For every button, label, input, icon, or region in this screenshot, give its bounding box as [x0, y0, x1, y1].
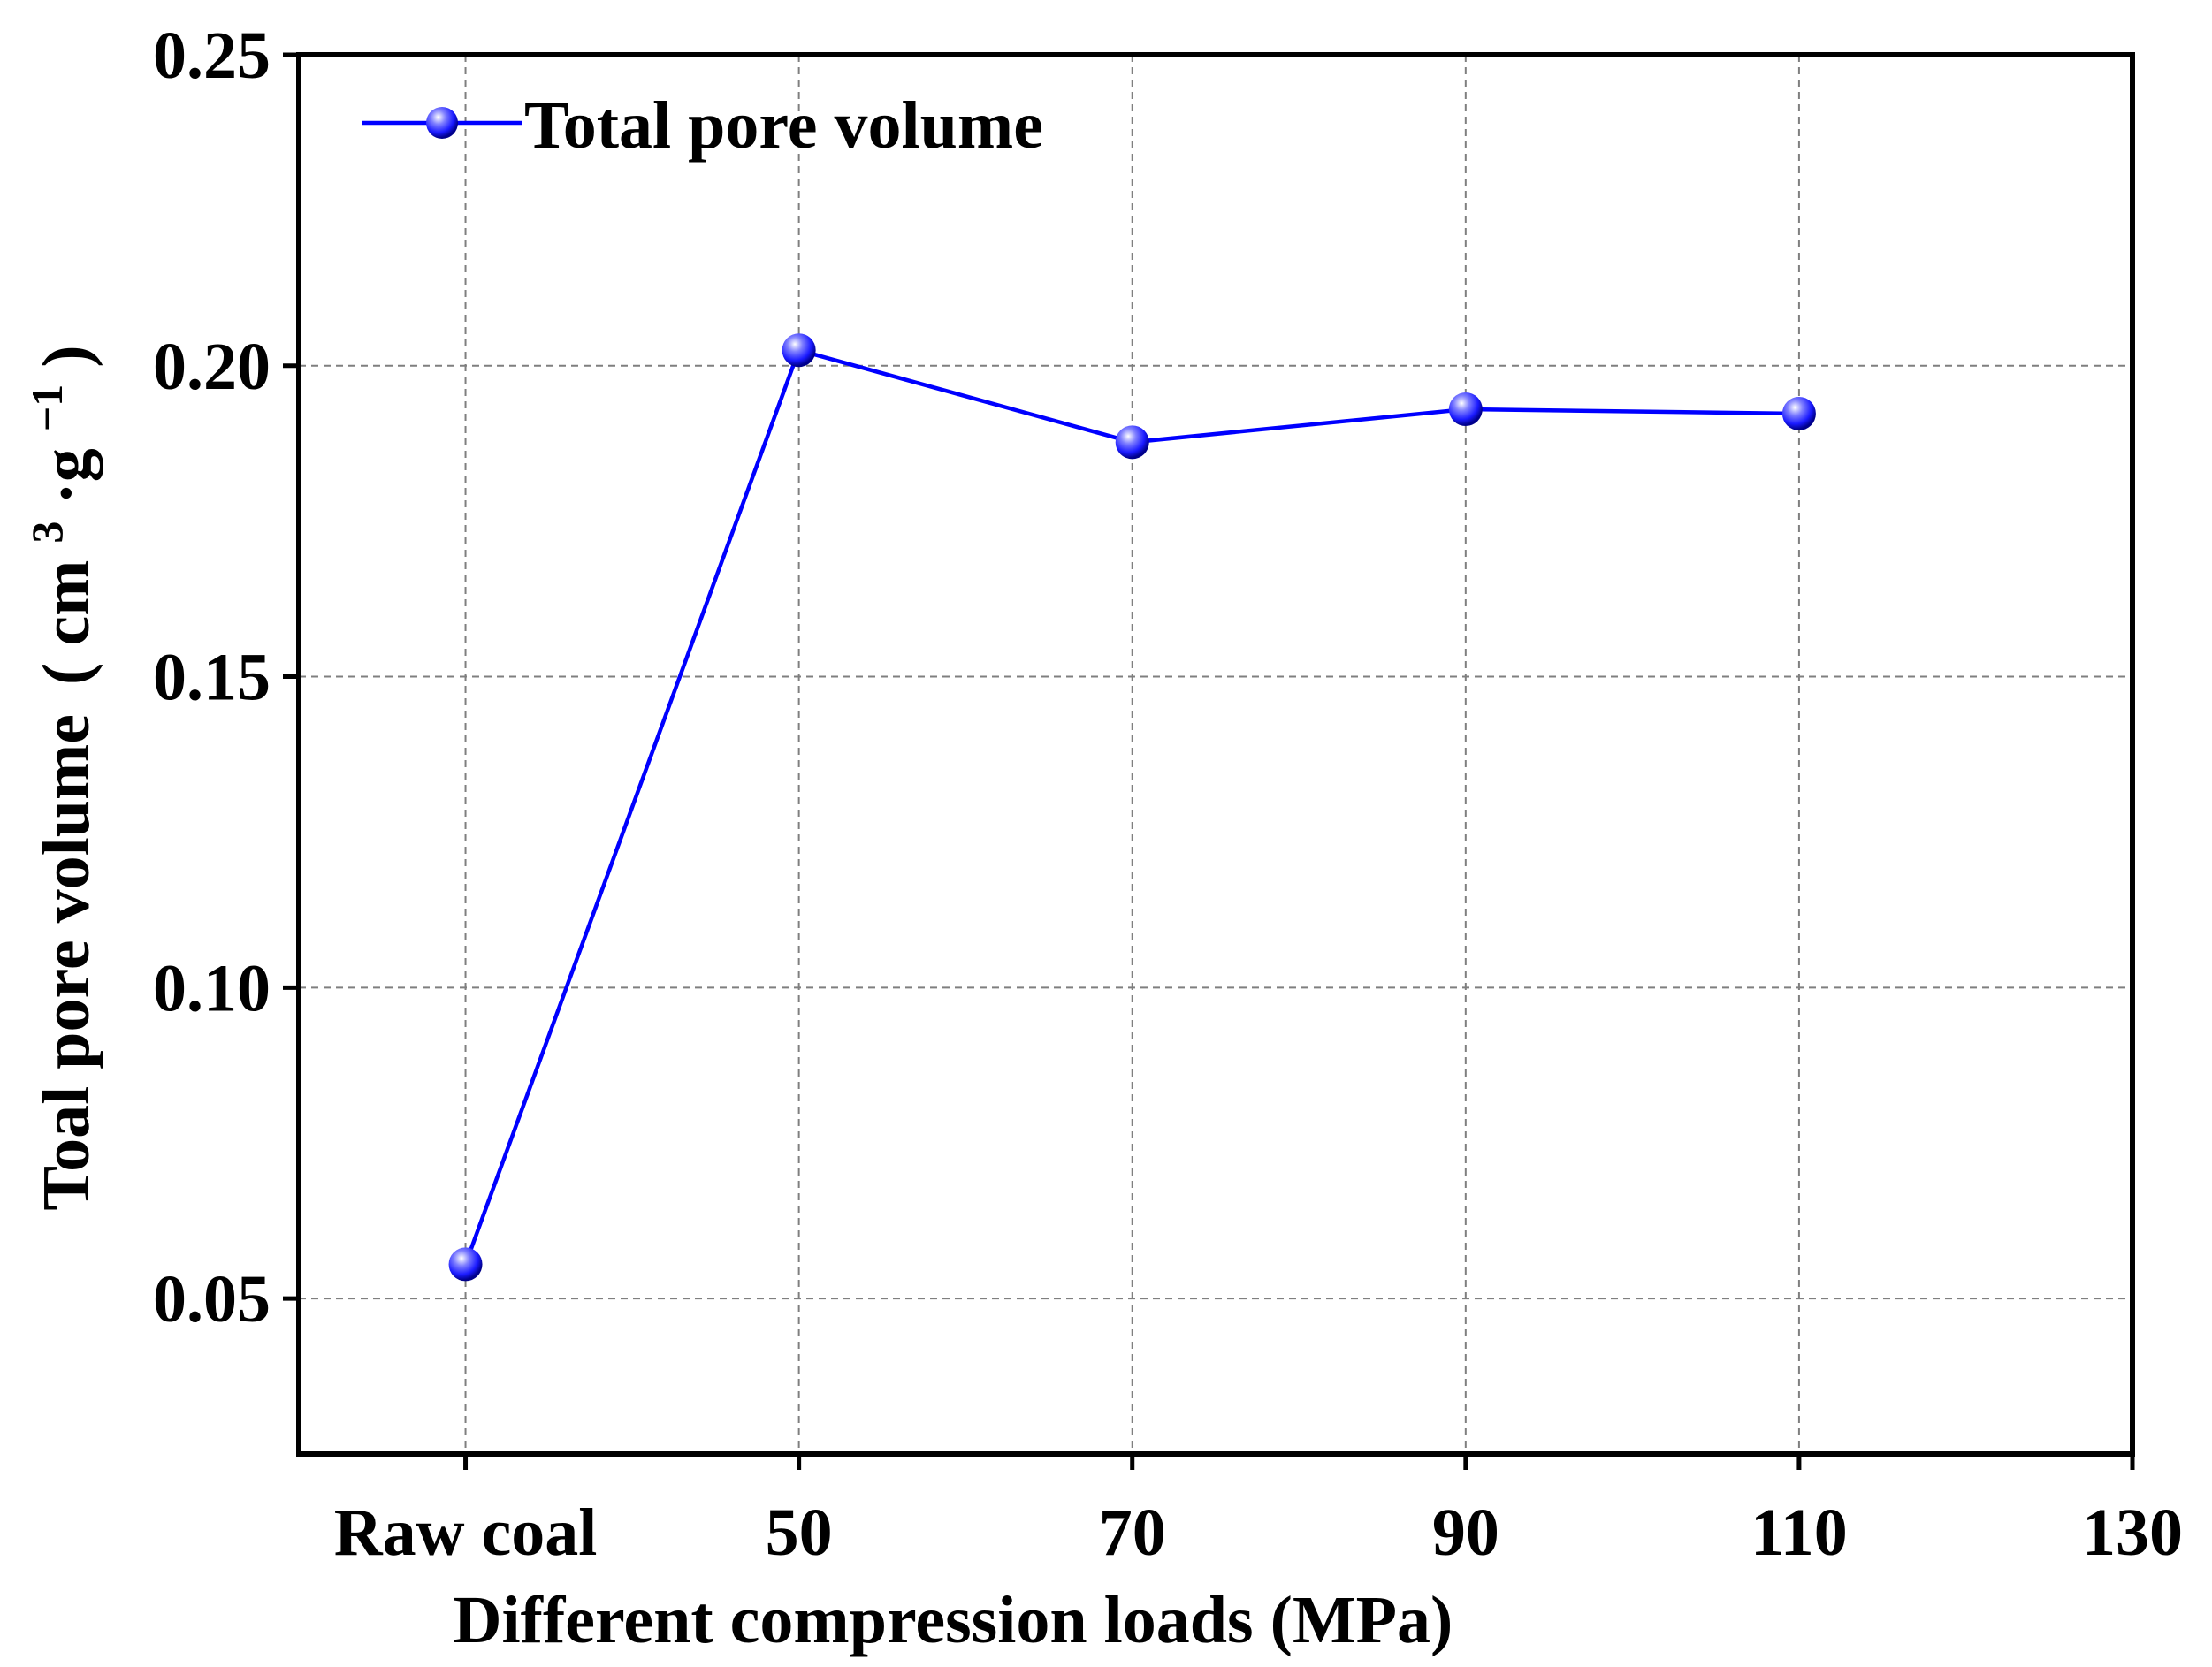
data-point-0-3 [1448, 392, 1483, 427]
y-axis-title: Toal pore volume ( cm 3 ·g −1 ) [3, 345, 103, 1210]
data-point-0-4 [1781, 396, 1816, 430]
x-tick-label-3: 90 [1432, 1496, 1499, 1570]
y-axis-title-sup-neg1: −1 [22, 384, 72, 432]
y-axis-title-close-paren: ) [29, 345, 103, 367]
x-tick-label-4: 110 [1751, 1496, 1848, 1570]
svg-text:Toal pore volume (: Toal pore volume ( cm 3 ·g −1 ) [3, 345, 103, 1210]
y-tick-label-3: 0.20 [153, 330, 271, 404]
y-tick-label-1: 0.10 [153, 951, 271, 1025]
x-tick-label-0: Raw coal [334, 1496, 598, 1570]
axes [283, 52, 2135, 1470]
tick-labels: 0.05 0.10 0.15 0.20 0.25 Raw coal 50 70 90 110 130 [153, 19, 2183, 1570]
y-axis-title-unit-cm: cm [29, 560, 103, 646]
series-line-0 [463, 347, 1799, 1266]
legend: Total pore volume [362, 88, 1043, 163]
y-tick-label-0: 0.05 [153, 1262, 271, 1336]
data-point-0-0 [448, 1247, 483, 1282]
y-tick-label-2: 0.15 [153, 641, 271, 715]
x-tick-label-1: 50 [766, 1496, 833, 1570]
x-tick-label-5: 130 [2082, 1496, 2183, 1570]
y-tick-label-4: 0.25 [153, 19, 271, 93]
series-total-pore-volume [448, 333, 1816, 1282]
legend-marker [426, 107, 458, 139]
legend-label: Total pore volume [524, 88, 1043, 163]
y-axis-title-sup-3: 3 [22, 521, 72, 544]
y-axis-title-open-paren: ( [29, 663, 103, 685]
grid-lines [299, 55, 2132, 1454]
x-axis-title: Different compression loads (MPa) [454, 1583, 1453, 1657]
data-point-0-2 [1115, 425, 1149, 460]
y-axis-title-unit-g: ·g [29, 448, 103, 504]
plot-frame [296, 52, 2135, 1457]
x-tick-label-2: 70 [1099, 1496, 1166, 1570]
data-point-0-1 [782, 333, 816, 368]
y-axis-title-main: Toal pore volume [29, 714, 103, 1211]
